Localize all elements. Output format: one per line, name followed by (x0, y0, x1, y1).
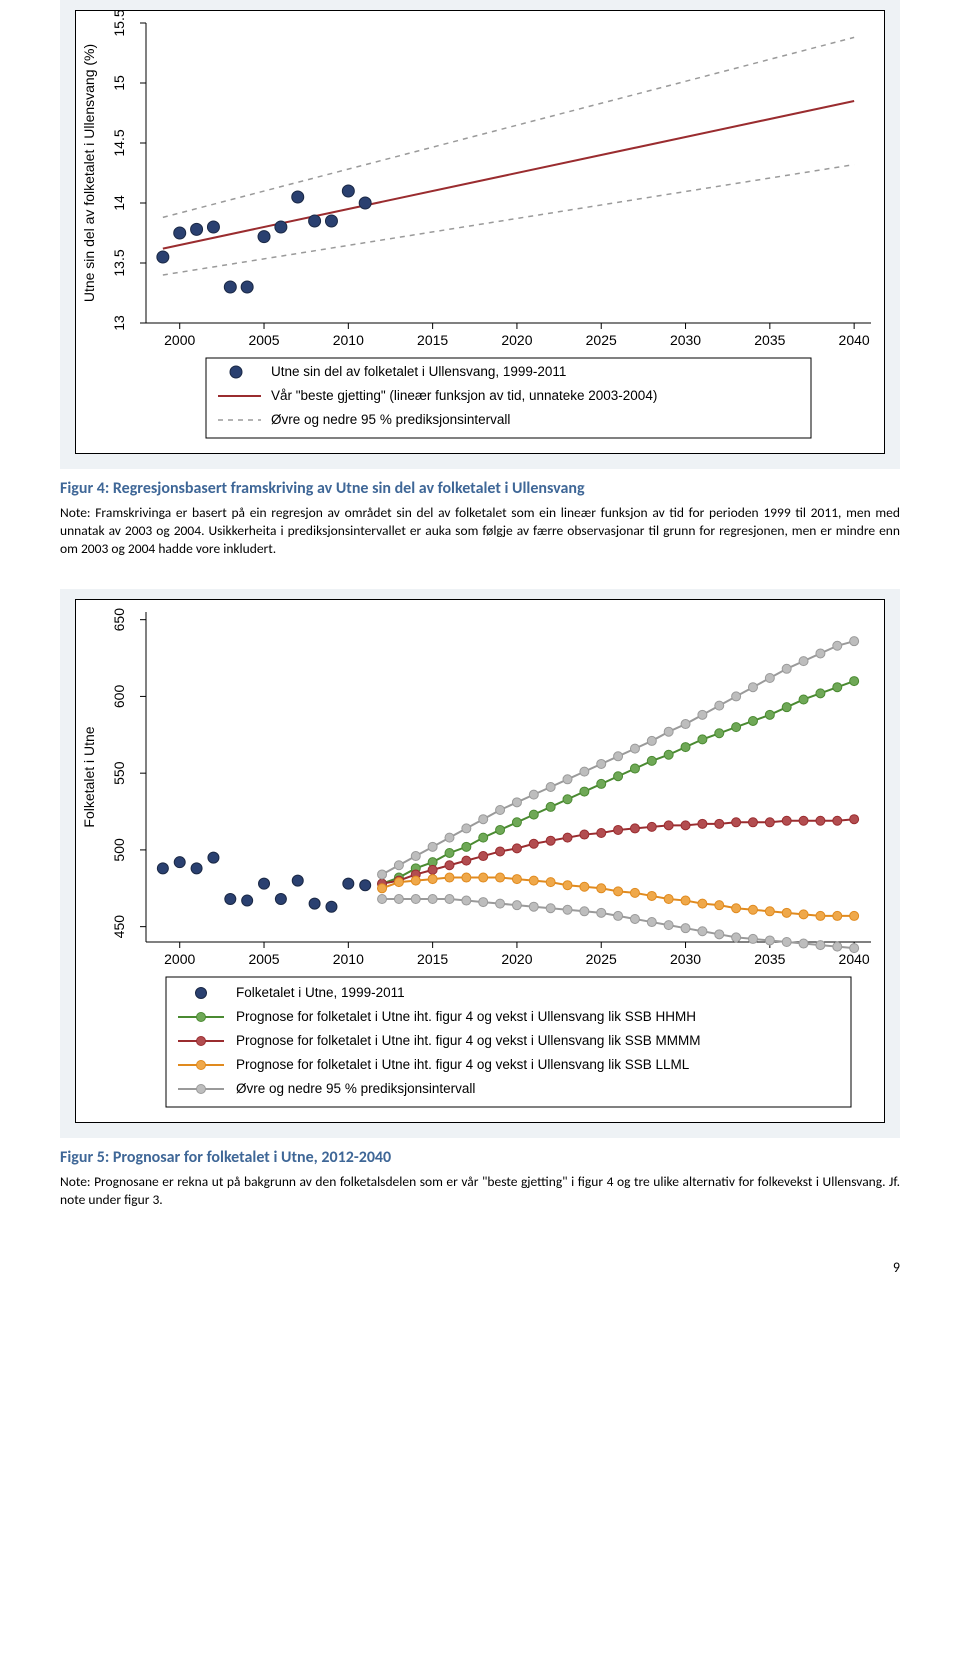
svg-text:Vår "beste gjetting" (lineær f: Vår "beste gjetting" (lineær funksjon av… (271, 388, 657, 403)
svg-text:2020: 2020 (501, 951, 532, 967)
chart1-box: Utne sin del av folketalet i Ullensvang … (75, 10, 885, 454)
svg-text:600: 600 (111, 684, 127, 708)
svg-text:2030: 2030 (670, 332, 701, 348)
svg-text:Prognose for folketalet i Utne: Prognose for folketalet i Utne iht. figu… (236, 1033, 700, 1048)
svg-text:2000: 2000 (164, 951, 195, 967)
svg-text:2040: 2040 (839, 951, 870, 967)
page-number: 9 (0, 1259, 900, 1276)
svg-text:14.5: 14.5 (111, 129, 127, 156)
svg-text:2040: 2040 (839, 332, 870, 348)
svg-text:Øvre og nedre 95 % prediksjons: Øvre og nedre 95 % prediksjonsintervall (236, 1081, 475, 1096)
svg-text:2010: 2010 (333, 951, 364, 967)
svg-text:2030: 2030 (670, 951, 701, 967)
svg-text:2025: 2025 (586, 332, 617, 348)
svg-text:2015: 2015 (417, 332, 448, 348)
svg-text:Prognose for folketalet i Utne: Prognose for folketalet i Utne iht. figu… (236, 1009, 696, 1024)
svg-text:2005: 2005 (248, 951, 279, 967)
chart1-panel: Utne sin del av folketalet i Ullensvang … (60, 0, 900, 469)
svg-text:Folketalet i Utne: Folketalet i Utne (81, 726, 97, 827)
svg-text:13.5: 13.5 (111, 249, 127, 276)
svg-text:2005: 2005 (248, 332, 279, 348)
svg-text:2035: 2035 (754, 951, 785, 967)
svg-text:2000: 2000 (164, 332, 195, 348)
svg-text:Utne sin del av folketalet i U: Utne sin del av folketalet i Ullensvang,… (271, 364, 566, 379)
svg-text:Utne sin del av folketalet i U: Utne sin del av folketalet i Ullensvang … (81, 44, 97, 302)
svg-text:14: 14 (111, 195, 127, 211)
svg-text:2020: 2020 (501, 332, 532, 348)
svg-text:650: 650 (111, 607, 127, 631)
figure5-note: Note: Prognosane er rekna ut på bakgrunn… (60, 1173, 900, 1209)
svg-text:2010: 2010 (333, 332, 364, 348)
svg-text:15.5: 15.5 (111, 11, 127, 37)
svg-text:2025: 2025 (586, 951, 617, 967)
svg-text:Folketalet i Utne, 1999-2011: Folketalet i Utne, 1999-2011 (236, 985, 405, 1000)
figure4-title: Figur 4: Regresjonsbasert framskriving a… (60, 479, 900, 498)
svg-text:550: 550 (111, 761, 127, 785)
figure5-title: Figur 5: Prognosar for folketalet i Utne… (60, 1148, 900, 1167)
svg-text:15: 15 (111, 75, 127, 91)
svg-text:13: 13 (111, 315, 127, 331)
chart1-svg: Utne sin del av folketalet i Ullensvang … (76, 11, 886, 453)
figure4-note: Note: Framskrivinga er basert på ein reg… (60, 504, 900, 559)
svg-text:Øvre og nedre 95 % prediksjons: Øvre og nedre 95 % prediksjonsintervall (271, 412, 510, 427)
svg-text:2015: 2015 (417, 951, 448, 967)
chart2-svg: Folketalet i Utne 450 500 550 600 650 2000 2005… (76, 600, 886, 1122)
svg-text:Prognose for folketalet i Utne: Prognose for folketalet i Utne iht. figu… (236, 1057, 690, 1072)
svg-text:500: 500 (111, 838, 127, 862)
svg-text:2035: 2035 (754, 332, 785, 348)
chart2-box: Folketalet i Utne 450 500 550 600 650 2000 2005… (75, 599, 885, 1123)
svg-text:450: 450 (111, 914, 127, 938)
chart2-panel: Folketalet i Utne 450 500 550 600 650 2000 2005… (60, 589, 900, 1138)
